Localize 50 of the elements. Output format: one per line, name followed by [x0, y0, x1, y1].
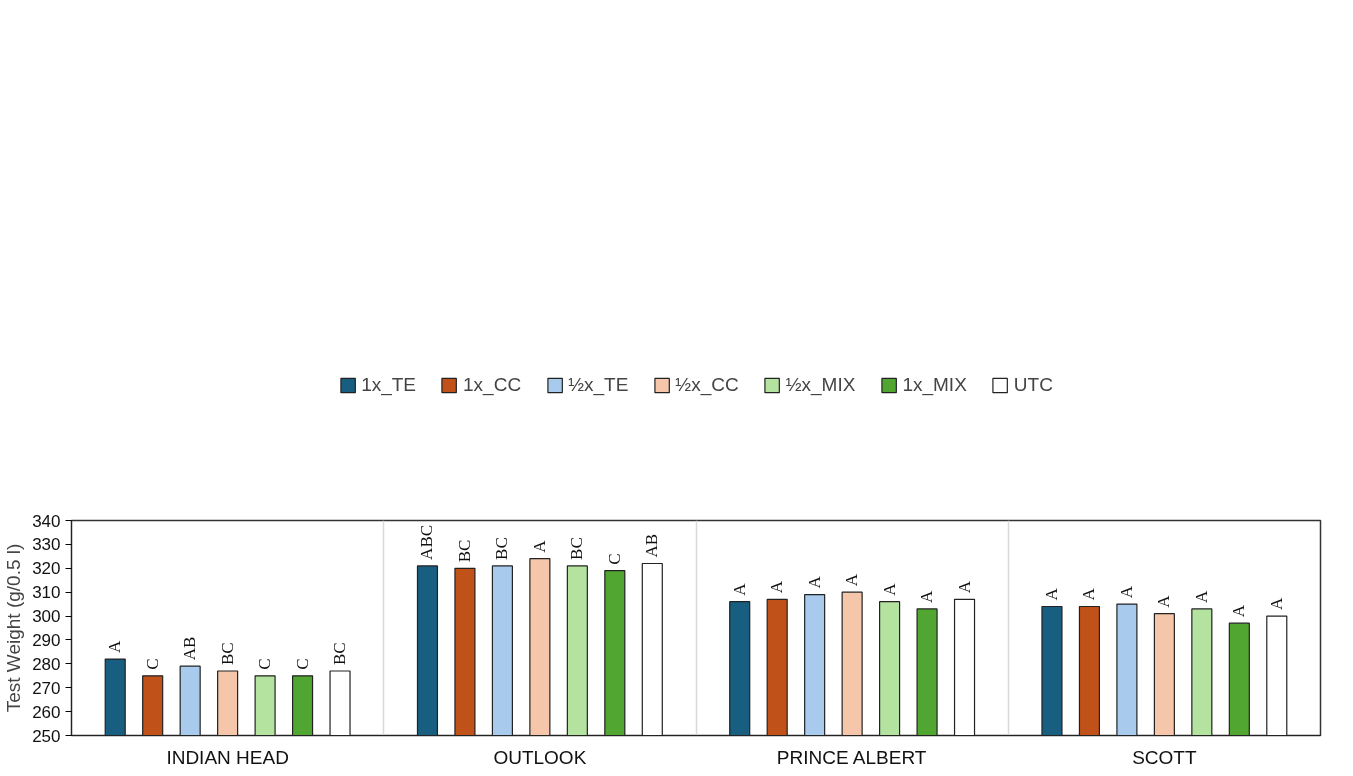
x-tick-label: INDIAN HEAD: [166, 746, 289, 768]
data-label: A: [1229, 604, 1249, 618]
data-label: A: [1079, 587, 1099, 601]
data-label: ABC: [417, 524, 437, 560]
legend-label: 1x_MIX: [902, 373, 967, 396]
data-label: A: [729, 582, 749, 596]
y-axis-title: Test Weight (g/0.5 l): [3, 543, 25, 713]
x-tick-label: PRINCE ALBERT: [776, 746, 927, 768]
data-label: AB: [180, 636, 200, 661]
y-tick-label: 310: [32, 583, 61, 603]
data-label: A: [1041, 587, 1061, 601]
data-label: BC: [567, 537, 587, 560]
data-label: A: [842, 573, 862, 587]
data-label: A: [767, 580, 787, 594]
legend-label: 1x_CC: [463, 373, 522, 396]
legend-label: ½x_CC: [675, 373, 739, 396]
legend-label: UTC: [1013, 373, 1053, 396]
x-tick-label: OUTLOOK: [493, 746, 587, 768]
y-tick-label: 340: [32, 511, 61, 531]
data-label: A: [1154, 594, 1174, 608]
legend-label: ½x_MIX: [785, 373, 856, 396]
y-tick-label: 300: [32, 607, 61, 627]
legend-label: ½x_TE: [568, 373, 629, 396]
data-label: A: [954, 580, 974, 594]
data-label: BC: [454, 539, 474, 563]
y-tick-label: 250: [32, 726, 61, 746]
data-label: A: [879, 582, 899, 596]
data-label: A: [917, 589, 937, 603]
data-label: A: [804, 575, 824, 589]
y-tick-label: 280: [32, 654, 61, 674]
data-label: A: [1191, 589, 1211, 603]
data-label: C: [255, 658, 275, 670]
y-tick-label: 270: [32, 678, 61, 698]
legend-label: 1x_TE: [361, 373, 417, 396]
data-label: A: [1116, 585, 1136, 599]
y-tick-label: 320: [32, 559, 61, 579]
y-tick-label: 290: [32, 630, 61, 650]
y-tick-label: 260: [32, 702, 61, 722]
data-label: BC: [217, 642, 237, 665]
data-label: A: [1266, 597, 1286, 611]
x-tick-label: SCOTT: [1132, 746, 1197, 768]
data-label: AB: [642, 533, 662, 558]
data-label: A: [529, 539, 549, 553]
y-tick-label: 330: [32, 535, 61, 555]
data-label: BC: [492, 537, 512, 560]
data-label: A: [105, 640, 125, 654]
data-label: C: [604, 553, 624, 565]
data-label: C: [292, 658, 312, 670]
data-label: C: [142, 658, 162, 670]
data-label: BC: [330, 642, 350, 665]
